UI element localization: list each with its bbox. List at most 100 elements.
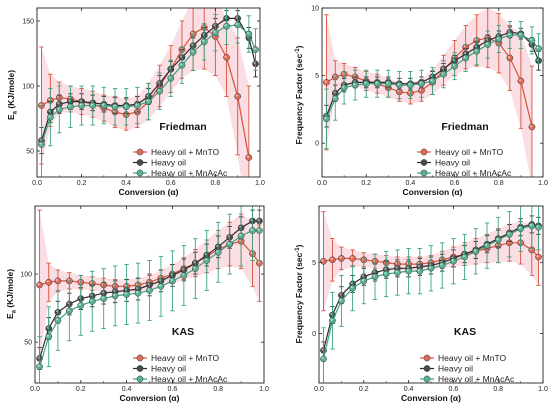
- y-axis-title: Frequency Factor (sec-1): [294, 244, 304, 343]
- legend-marker: [136, 159, 144, 166]
- x-tick-label: 0.8: [211, 180, 221, 187]
- y-tick: 50: [24, 340, 264, 347]
- data-point-highlight: [350, 256, 353, 259]
- data-point: [256, 227, 263, 234]
- data-point: [203, 257, 211, 264]
- y-tick-label: 10: [311, 6, 319, 13]
- data-point-highlight: [224, 55, 227, 58]
- data-point: [506, 230, 513, 238]
- legend-marker: [423, 375, 431, 383]
- data-point: [78, 102, 85, 109]
- data-point: [517, 31, 525, 39]
- data-point: [234, 93, 242, 100]
- data-point-highlight: [193, 266, 196, 269]
- data-point: [331, 95, 339, 102]
- data-point: [320, 355, 327, 363]
- legend-entry: Heavy oil + MnTO: [438, 353, 506, 363]
- data-point-highlight: [113, 293, 116, 296]
- legend-marker: [420, 159, 428, 166]
- data-point-highlight: [113, 104, 116, 107]
- y-tick-label: 0: [315, 141, 319, 148]
- x-tick-label: 1.0: [255, 180, 265, 187]
- data-point-highlight: [496, 238, 499, 241]
- x-tick: 0.8: [213, 206, 223, 393]
- data-point-highlight: [239, 234, 242, 237]
- data-point-highlight: [330, 257, 333, 260]
- data-point-highlight: [246, 155, 249, 158]
- x-tick-label: 1.0: [259, 386, 269, 393]
- data-point-highlight: [213, 30, 216, 33]
- legend-marker: [420, 169, 428, 177]
- x-tick: 1.0: [538, 206, 548, 393]
- data-point-highlight: [202, 39, 205, 42]
- data-point: [100, 295, 108, 302]
- data-point: [373, 80, 381, 88]
- y-tick-label: 0: [312, 331, 316, 338]
- data-point-highlight: [330, 318, 333, 321]
- legend-marker: [136, 354, 144, 362]
- data-point-highlight: [257, 228, 260, 231]
- y-axis-title: Ea (KJ/mole): [5, 269, 18, 319]
- legend-entry: Heavy oil + MnAcAc: [435, 168, 512, 178]
- data-point-highlight: [361, 279, 364, 282]
- data-point-highlight: [324, 80, 327, 83]
- data-point-highlight: [339, 298, 342, 301]
- data-point: [156, 87, 163, 95]
- data-point-highlight: [180, 63, 183, 66]
- data-point-highlight: [191, 50, 194, 53]
- legend-entry: Heavy oil: [438, 364, 473, 374]
- data-point-highlight: [90, 103, 93, 106]
- y-tick: 150: [22, 19, 260, 26]
- data-point-highlight: [518, 226, 521, 229]
- data-point: [180, 272, 188, 279]
- data-point: [167, 74, 175, 82]
- data-point-highlight: [68, 104, 71, 107]
- data-point: [396, 81, 403, 89]
- x-tick: 0.4: [406, 8, 415, 187]
- x-tick: 0.0: [32, 8, 42, 187]
- legend-entry: Heavy oil + MnTO: [151, 353, 219, 363]
- data-point: [54, 277, 62, 285]
- data-point: [54, 317, 62, 324]
- data-point: [47, 113, 54, 121]
- data-point-highlight: [257, 261, 260, 264]
- x-tick: 0.6: [166, 8, 176, 187]
- data-point-highlight: [507, 232, 510, 235]
- data-point-highlight: [451, 259, 454, 262]
- legend-entry: Heavy oil: [151, 364, 186, 374]
- data-point: [123, 291, 130, 298]
- data-point: [407, 81, 414, 89]
- data-point: [237, 232, 245, 240]
- data-point: [157, 282, 165, 290]
- data-point: [382, 270, 390, 278]
- data-point-highlight: [474, 49, 477, 52]
- data-point-highlight: [342, 85, 345, 88]
- data-point: [145, 98, 152, 105]
- legend-entry: Heavy oil + MnAcAc: [151, 168, 228, 178]
- series-mnacac: [320, 206, 542, 383]
- data-point-highlight: [159, 284, 162, 287]
- data-point-highlight: [57, 107, 60, 110]
- data-point: [472, 247, 480, 255]
- x-tick-label: 0.2: [77, 180, 87, 187]
- data-point-highlight: [353, 83, 356, 86]
- data-point-highlight: [485, 243, 488, 246]
- data-point-highlight: [136, 291, 139, 294]
- y-tick-label: 50: [26, 149, 34, 156]
- data-point-highlight: [462, 255, 465, 258]
- data-point-highlight: [250, 228, 253, 231]
- data-point: [169, 277, 176, 285]
- data-point: [535, 223, 542, 231]
- data-point: [494, 236, 502, 244]
- mnto-error-band: [326, 8, 532, 177]
- data-point: [329, 256, 336, 264]
- data-point: [245, 154, 253, 161]
- data-point-highlight: [333, 96, 336, 99]
- data-point: [349, 255, 356, 262]
- data-point-highlight: [496, 37, 499, 40]
- legend-entry: Heavy oil + MnTO: [435, 147, 503, 157]
- legend-entry: Heavy oil: [151, 158, 186, 168]
- data-point: [517, 225, 524, 233]
- data-point: [226, 240, 233, 248]
